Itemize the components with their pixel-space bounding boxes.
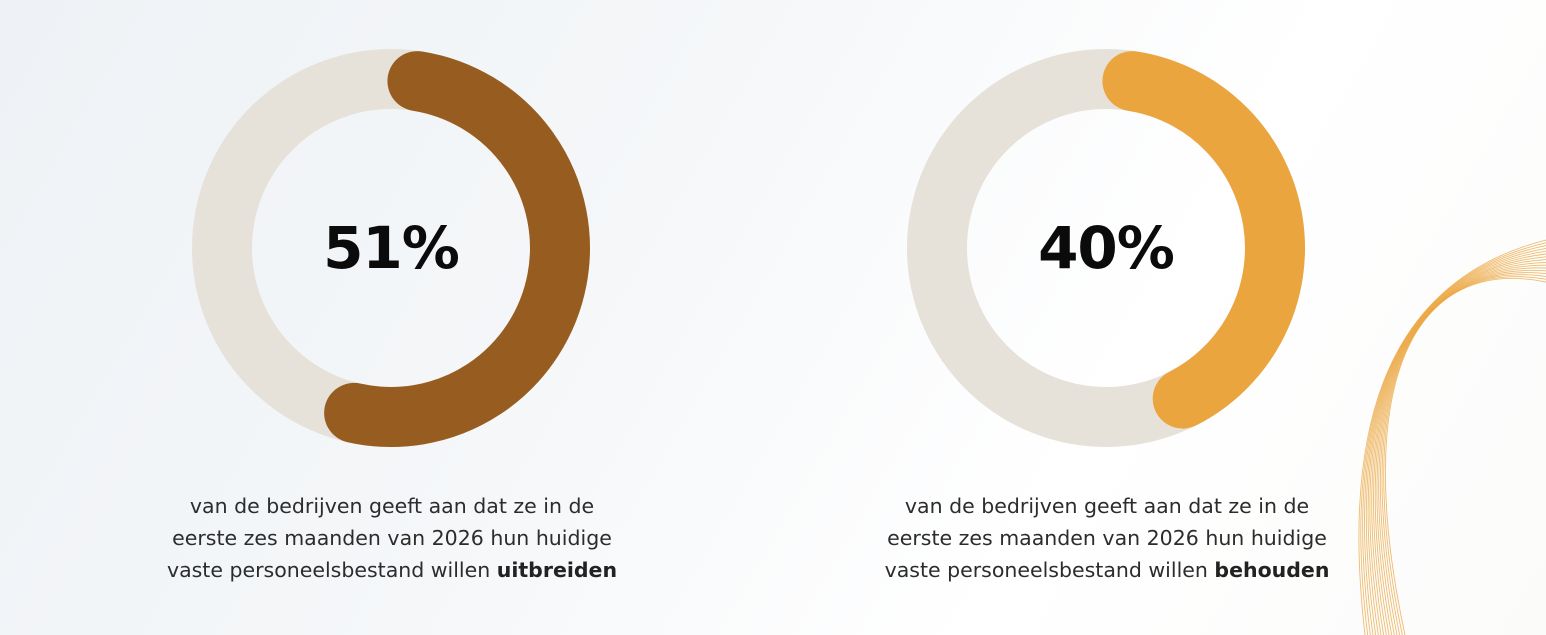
- wave-line: [1380, 272, 1546, 635]
- wave-line: [1362, 245, 1546, 635]
- donut-arc: [1102, 51, 1305, 429]
- caption-bold: behouden: [1214, 558, 1330, 582]
- wave-line: [1360, 242, 1546, 635]
- donut-svg: [907, 49, 1305, 447]
- wave-line: [1365, 250, 1546, 635]
- donut-svg: [192, 49, 590, 447]
- caption-bold: uitbreiden: [496, 558, 618, 582]
- wave-line: [1381, 274, 1546, 635]
- caption-text: van de bedrijven geeft aan dat ze in de …: [827, 490, 1387, 586]
- wave-line: [1383, 276, 1546, 635]
- wave-line: [1384, 277, 1546, 635]
- donut-chart-behouden: 40%: [891, 33, 1321, 463]
- wave-line: [1374, 264, 1546, 635]
- wave-line: [1371, 259, 1546, 635]
- caption-main: van de bedrijven geeft aan dat ze in de …: [884, 494, 1327, 582]
- decorative-wave-lines: [1358, 239, 1546, 635]
- stat-behouden: 40% van de bedrijven geeft aan dat ze in…: [827, 0, 1387, 635]
- wave-line: [1369, 256, 1546, 635]
- percent-label: 51%: [323, 214, 460, 282]
- donut-chart-uitbreiden: 51%: [176, 33, 606, 463]
- wave-line: [1378, 269, 1546, 635]
- caption-main: van de bedrijven geeft aan dat ze in de …: [166, 494, 612, 582]
- percent-label: 40%: [1038, 214, 1175, 282]
- wave-line: [1367, 253, 1546, 635]
- caption-text: van de bedrijven geeft aan dat ze in de …: [112, 490, 672, 586]
- donut-arc: [324, 51, 590, 447]
- stat-uitbreiden: 51% van de bedrijven geeft aan dat ze in…: [112, 0, 672, 635]
- wave-line: [1373, 261, 1546, 635]
- wave-line: [1376, 267, 1546, 635]
